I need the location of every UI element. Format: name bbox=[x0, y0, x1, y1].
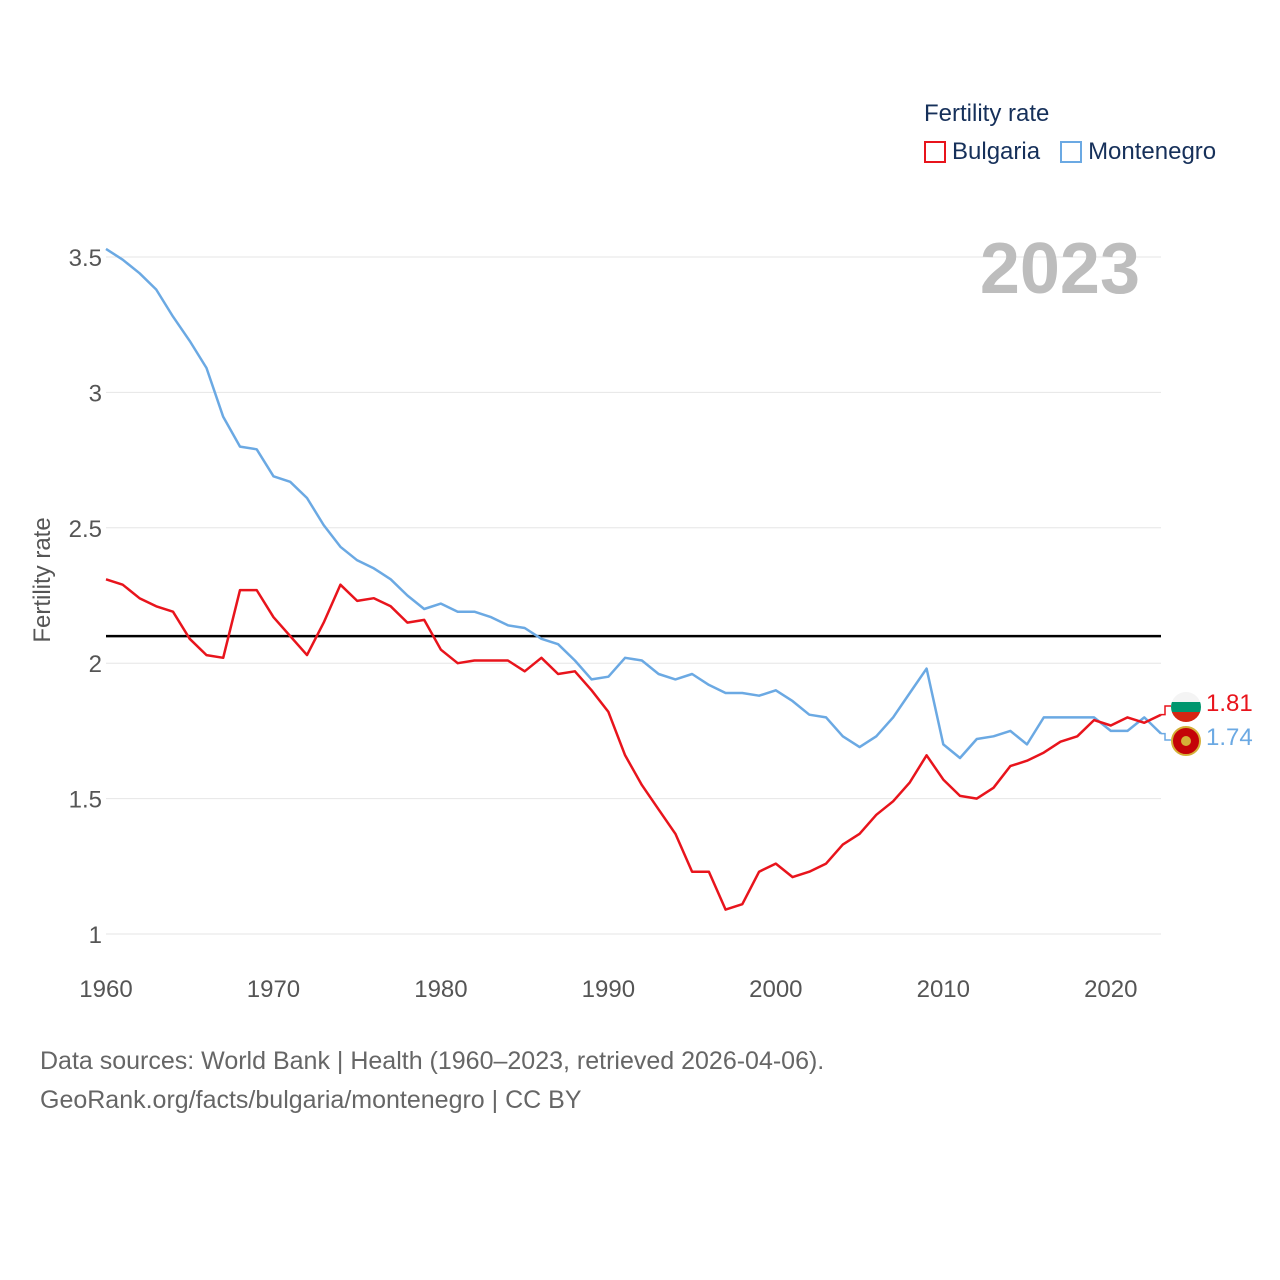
footer: Data sources: World Bank | Health (1960–… bbox=[40, 1042, 824, 1120]
source-link[interactable]: GeoRank.org/facts/bulgaria/montenegro | … bbox=[40, 1086, 582, 1114]
y-tick-label: 2.5 bbox=[69, 516, 102, 543]
bulgaria-connector bbox=[1161, 705, 1171, 716]
x-tick-labels: 1960 1970 1980 1990 2000 2010 2020 bbox=[79, 976, 1137, 1003]
bulgaria-end-value: 1.81 bbox=[1206, 690, 1253, 717]
y-tick-label: 3.5 bbox=[69, 245, 102, 272]
y-tick-label: 1.5 bbox=[69, 787, 102, 814]
bulgaria-flag-icon bbox=[1171, 692, 1201, 722]
legend-title: Fertility rate bbox=[924, 100, 1050, 127]
x-tick-label: 2020 bbox=[1084, 976, 1137, 1003]
legend-swatch-montenegro bbox=[1060, 141, 1083, 163]
current-year-label: 2023 bbox=[979, 229, 1140, 309]
y-axis-label: Fertility rate bbox=[29, 517, 56, 642]
y-tick-label: 3 bbox=[89, 380, 102, 407]
x-tick-label: 1970 bbox=[247, 976, 300, 1003]
series-line-bulgaria bbox=[105, 578, 1162, 911]
legend-item-montenegro[interactable]: Montenegro bbox=[1060, 138, 1216, 166]
series-lines bbox=[105, 247, 1162, 911]
montenegro-connector bbox=[1161, 732, 1171, 741]
x-tick-label: 1990 bbox=[582, 976, 635, 1003]
legend: Fertility rate Bulgaria Montenegro bbox=[924, 100, 1236, 166]
x-tick-label: 1960 bbox=[79, 976, 132, 1003]
montenegro-end-value: 1.74 bbox=[1206, 724, 1253, 751]
series-line-montenegro bbox=[105, 247, 1162, 760]
montenegro-flag-icon bbox=[1171, 726, 1201, 756]
legend-label-bulgaria: Bulgaria bbox=[952, 138, 1041, 165]
legend-item-bulgaria[interactable]: Bulgaria bbox=[924, 138, 1040, 166]
x-tick-label: 2000 bbox=[749, 976, 802, 1003]
end-label-connectors bbox=[1161, 705, 1171, 741]
data-source-note: Data sources: World Bank | Health (1960–… bbox=[40, 1047, 825, 1075]
grid-lines bbox=[106, 256, 1161, 935]
legend-label-montenegro: Montenegro bbox=[1088, 138, 1217, 165]
legend-swatch-bulgaria bbox=[924, 141, 946, 163]
y-tick-label: 1 bbox=[89, 922, 102, 949]
y-tick-labels: 1 1.5 2 2.5 3 3.5 bbox=[69, 245, 102, 949]
x-tick-label: 2010 bbox=[917, 976, 970, 1003]
y-tick-label: 2 bbox=[89, 651, 102, 678]
x-tick-label: 1980 bbox=[414, 976, 467, 1003]
